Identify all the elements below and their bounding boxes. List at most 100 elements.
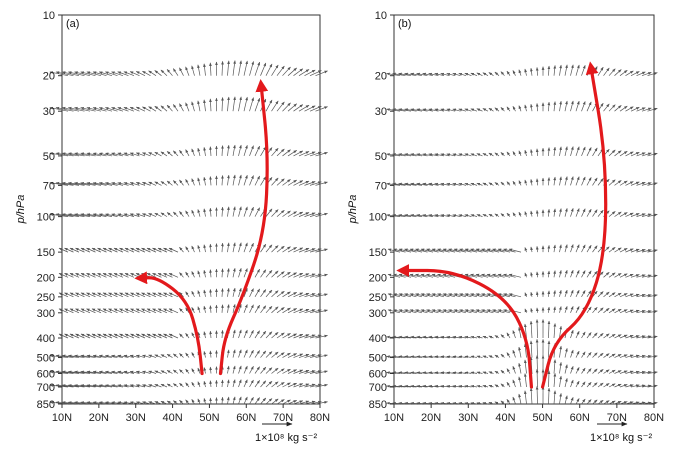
vector-arrow — [271, 398, 279, 405]
vector-arrow — [117, 107, 129, 112]
vector-arrow — [506, 399, 511, 405]
vector-arrow — [524, 211, 528, 217]
vector-arrow — [254, 268, 260, 278]
vector-arrow — [254, 366, 260, 374]
vector-arrow — [209, 176, 212, 186]
vector-arrow — [636, 181, 646, 186]
vector-arrow — [91, 247, 102, 253]
vector-arrow — [232, 349, 236, 358]
vector-arrow — [141, 308, 151, 314]
vector-arrow — [135, 308, 146, 314]
vector-arrow — [636, 354, 646, 358]
vector-arrow — [315, 212, 328, 217]
vector-arrow — [581, 244, 586, 253]
vector-arrow — [512, 70, 516, 76]
vector-arrow — [154, 151, 162, 157]
vector-arrow — [603, 333, 610, 339]
vector-arrow — [630, 213, 640, 217]
vector-arrow — [243, 287, 248, 297]
vector-arrow — [168, 333, 179, 339]
vector-arrow — [117, 152, 129, 157]
vector-arrow — [625, 248, 634, 253]
vector-arrow — [476, 355, 483, 359]
vector-arrow — [185, 291, 190, 298]
vector-arrow — [476, 108, 483, 112]
vector-arrow — [641, 152, 652, 157]
vector-arrow — [581, 351, 586, 358]
vector-arrow — [553, 373, 557, 388]
vector-arrow — [559, 176, 562, 186]
vector-arrow — [75, 333, 85, 339]
x-tick-label: 60N — [236, 412, 256, 424]
vector-arrow — [142, 213, 151, 217]
vector-arrow — [518, 180, 522, 186]
vector-arrow — [494, 401, 500, 405]
vector-arrow — [619, 273, 628, 278]
vector-arrow — [564, 378, 568, 388]
vector-arrow — [91, 272, 102, 278]
vector-arrow — [271, 351, 279, 358]
vector-arrow — [553, 146, 557, 156]
vector-arrow — [641, 335, 652, 339]
vector-arrow — [524, 179, 528, 186]
vector-arrow — [243, 304, 248, 313]
circulation-path-upper-branch — [218, 78, 269, 376]
vector-arrow — [298, 247, 310, 253]
vector-arrow — [157, 247, 168, 253]
vector-arrow — [647, 384, 658, 388]
vector-arrow — [547, 245, 551, 253]
vector-arrow — [641, 107, 652, 112]
vector-arrow — [163, 292, 173, 298]
vector-arrow — [309, 273, 322, 278]
vector-arrow — [254, 175, 260, 186]
vector-arrow — [166, 400, 173, 405]
vector-arrow — [304, 105, 316, 112]
vector-arrow — [129, 71, 140, 77]
vector-arrow — [315, 354, 328, 358]
plot-frame — [61, 14, 321, 405]
vector-arrow — [185, 66, 190, 76]
vector-arrow — [586, 290, 592, 298]
vector-arrow — [80, 308, 91, 314]
vector-arrow — [529, 340, 533, 358]
vector-arrow — [111, 354, 124, 358]
vector-arrow — [619, 247, 628, 253]
vector-arrow — [232, 329, 236, 339]
vector-arrow — [238, 174, 242, 186]
vector-arrow — [276, 271, 285, 278]
vector-arrow — [282, 399, 291, 405]
vector-arrow — [494, 71, 500, 76]
vector-arrow — [111, 213, 124, 217]
vector-arrow — [243, 396, 248, 405]
vector-arrow — [146, 333, 157, 339]
vector-arrow — [508, 273, 522, 278]
vector-arrow — [530, 103, 533, 112]
vector-arrow — [570, 329, 574, 339]
vector-arrow — [570, 289, 574, 297]
vector-arrow — [185, 307, 190, 314]
vector-arrow — [209, 146, 212, 156]
vector-arrow — [315, 106, 328, 112]
vector-arrow — [135, 292, 146, 298]
vector-arrow — [124, 247, 135, 253]
vector-arrow — [226, 242, 230, 253]
vector-arrow — [304, 248, 316, 253]
vector-arrow — [197, 290, 201, 297]
vector-arrow — [64, 247, 74, 253]
y-tick-label: 700 — [37, 382, 55, 394]
vector-arrow — [614, 292, 622, 298]
circulation-arrows — [396, 61, 608, 389]
vector-arrow — [523, 343, 527, 358]
vector-arrow — [464, 182, 472, 186]
vector-arrow — [97, 272, 107, 278]
vector-arrow — [547, 270, 551, 278]
y-tick-label: 30 — [43, 106, 55, 118]
vector-arrow — [221, 268, 224, 278]
vector-arrow — [282, 382, 291, 388]
vector-arrow — [293, 180, 304, 186]
vector-arrow — [586, 332, 592, 339]
vector-arrow — [226, 365, 230, 374]
vector-arrow — [191, 65, 195, 76]
vector-arrow — [191, 368, 195, 374]
vector-arrow — [148, 181, 157, 186]
